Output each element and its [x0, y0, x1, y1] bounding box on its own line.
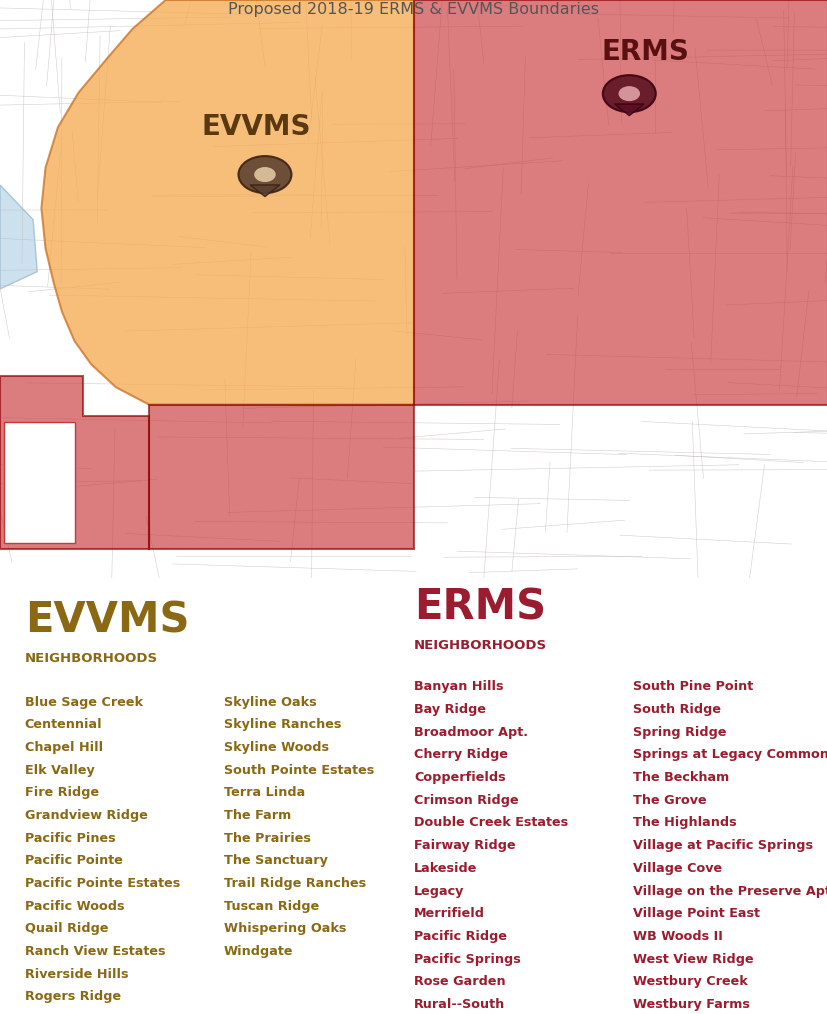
Text: Chapel Hill: Chapel Hill — [25, 741, 103, 754]
Text: Village Cove: Village Cove — [633, 862, 722, 875]
Text: The Highlands: The Highlands — [633, 816, 736, 829]
Polygon shape — [4, 422, 74, 544]
Polygon shape — [149, 405, 414, 550]
Text: Whispering Oaks: Whispering Oaks — [223, 923, 346, 936]
Text: Copperfields: Copperfields — [414, 771, 505, 784]
Text: Pacific Springs: Pacific Springs — [414, 952, 520, 965]
Text: Cherry Ridge: Cherry Ridge — [414, 748, 508, 762]
Text: The Prairies: The Prairies — [223, 831, 310, 845]
Text: Skyline Woods: Skyline Woods — [223, 741, 328, 754]
Text: Rogers Ridge: Rogers Ridge — [25, 991, 121, 1004]
Text: Banyan Hills: Banyan Hills — [414, 680, 503, 694]
Text: South Pine Point: South Pine Point — [633, 680, 753, 694]
Text: Bay Ridge: Bay Ridge — [414, 703, 485, 716]
Text: The Sanctuary: The Sanctuary — [223, 855, 327, 867]
Text: Trail Ridge Ranches: Trail Ridge Ranches — [223, 877, 366, 890]
Text: Westbury Creek: Westbury Creek — [633, 975, 748, 989]
Polygon shape — [41, 0, 414, 405]
Text: WB Woods II: WB Woods II — [633, 930, 723, 943]
Text: Westbury Farms: Westbury Farms — [633, 998, 749, 1011]
Text: The Grove: The Grove — [633, 794, 706, 807]
Text: Rose Garden: Rose Garden — [414, 975, 505, 989]
Text: Legacy: Legacy — [414, 884, 464, 897]
Text: The Farm: The Farm — [223, 809, 290, 822]
Text: Elk Valley: Elk Valley — [25, 764, 94, 777]
Text: Pacific Pointe: Pacific Pointe — [25, 855, 122, 867]
Text: Grandview Ridge: Grandview Ridge — [25, 809, 147, 822]
Text: Skyline Oaks: Skyline Oaks — [223, 696, 316, 709]
Text: Spring Ridge: Spring Ridge — [633, 726, 726, 739]
Text: Pacific Ridge: Pacific Ridge — [414, 930, 506, 943]
Text: Pacific Pines: Pacific Pines — [25, 831, 115, 845]
Text: Quail Ridge: Quail Ridge — [25, 923, 108, 936]
Polygon shape — [414, 0, 827, 405]
Text: Riverside Hills: Riverside Hills — [25, 967, 128, 981]
Text: The Beckham: The Beckham — [633, 771, 729, 784]
Text: EVVMS: EVVMS — [202, 114, 311, 141]
Text: West View Ridge: West View Ridge — [633, 952, 753, 965]
Text: Blue Sage Creek: Blue Sage Creek — [25, 696, 143, 709]
Text: Skyline Ranches: Skyline Ranches — [223, 718, 341, 731]
Text: Tuscan Ridge: Tuscan Ridge — [223, 899, 318, 913]
Text: Pacific Pointe Estates: Pacific Pointe Estates — [25, 877, 180, 890]
Text: Village Point East: Village Point East — [633, 908, 759, 920]
Polygon shape — [0, 375, 149, 550]
Text: EVVMS: EVVMS — [25, 600, 189, 642]
Text: Merrifield: Merrifield — [414, 908, 485, 920]
Text: Centennial: Centennial — [25, 718, 103, 731]
Text: Village at Pacific Springs: Village at Pacific Springs — [633, 840, 812, 852]
Text: Terra Linda: Terra Linda — [223, 787, 304, 799]
Text: Proposed 2018-19 ERMS & EVVMS Boundaries: Proposed 2018-19 ERMS & EVVMS Boundaries — [228, 2, 599, 17]
Text: South Pointe Estates: South Pointe Estates — [223, 764, 373, 777]
Text: ERMS: ERMS — [601, 38, 689, 66]
Text: Windgate: Windgate — [223, 945, 293, 958]
Text: ERMS: ERMS — [414, 587, 546, 629]
Text: Rural--South: Rural--South — [414, 998, 504, 1011]
Text: NEIGHBORHOODS: NEIGHBORHOODS — [414, 639, 547, 652]
Text: Double Creek Estates: Double Creek Estates — [414, 816, 567, 829]
Text: NEIGHBORHOODS: NEIGHBORHOODS — [25, 652, 158, 665]
Circle shape — [602, 75, 655, 113]
Text: Pacific Woods: Pacific Woods — [25, 899, 124, 913]
Text: Fire Ridge: Fire Ridge — [25, 787, 99, 799]
Text: Village on the Preserve Apt.: Village on the Preserve Apt. — [633, 884, 827, 897]
Circle shape — [238, 156, 291, 193]
Text: Broadmoor Apt.: Broadmoor Apt. — [414, 726, 528, 739]
Text: Fairway Ridge: Fairway Ridge — [414, 840, 515, 852]
Text: Lakeside: Lakeside — [414, 862, 477, 875]
Text: Springs at Legacy Commons: Springs at Legacy Commons — [633, 748, 827, 762]
Text: Crimson Ridge: Crimson Ridge — [414, 794, 518, 807]
Circle shape — [254, 167, 275, 183]
Text: South Ridge: South Ridge — [633, 703, 720, 716]
Polygon shape — [0, 185, 37, 289]
Polygon shape — [250, 185, 280, 197]
Text: Ranch View Estates: Ranch View Estates — [25, 945, 165, 958]
Polygon shape — [614, 104, 643, 116]
Circle shape — [618, 86, 639, 101]
